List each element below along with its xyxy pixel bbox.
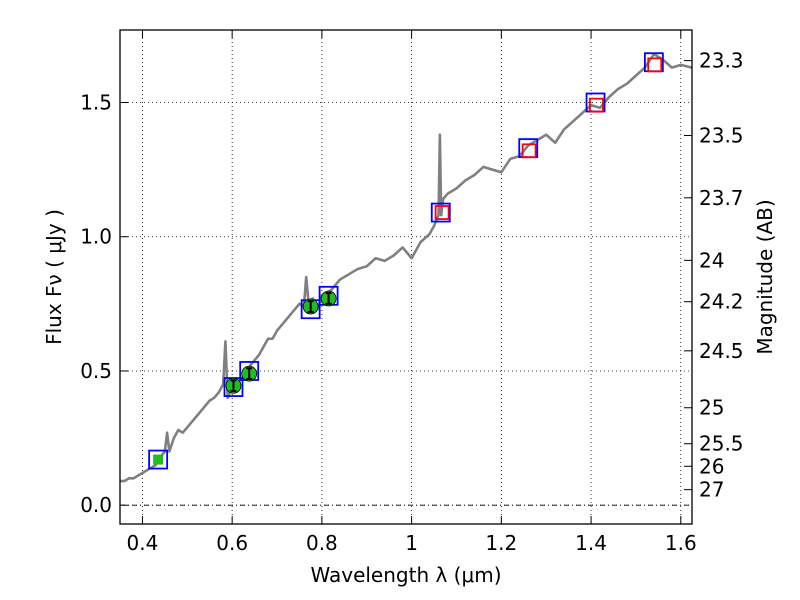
mag-tick-label: 24.2 — [699, 290, 744, 314]
x-tick-label: 0.8 — [306, 531, 338, 555]
x-tick-label: 0.4 — [127, 531, 159, 555]
mag-tick-label: 26 — [699, 454, 724, 478]
mag-tick-label: 25 — [699, 396, 724, 420]
photometry-marks — [148, 52, 664, 470]
mag-tick-label: 25.5 — [699, 432, 744, 456]
model-spectrum-line — [120, 52, 693, 483]
red-square-marker — [521, 143, 537, 159]
red-square-marker — [434, 205, 450, 220]
y-axis-label: Flux Fν ( μJy ) — [42, 209, 66, 345]
axis-ticks: 0.4 0.6 0.8 1 1.2 1.4 1.6 0.0 0.5 1.0 1.5 23.3 23.5 2… — [80, 30, 744, 555]
y-tick-label: 0.0 — [80, 493, 112, 517]
x-tick-label: 1 — [405, 531, 418, 555]
mag-tick-label: 24.5 — [699, 339, 744, 363]
x-tick-label: 0.6 — [216, 531, 248, 555]
green-square-marker — [153, 454, 164, 465]
x-tick-label: 1.4 — [575, 531, 607, 555]
mag-tick-label: 27 — [699, 478, 724, 502]
red-square-marker — [647, 57, 663, 73]
blue-square-marker — [430, 202, 451, 223]
mag-tick-label: 23.5 — [699, 124, 744, 148]
red-square-marker — [589, 97, 604, 113]
y-tick-label: 1.5 — [80, 90, 112, 114]
x-tick-label: 1.2 — [485, 531, 517, 555]
blue-square-marker — [148, 449, 169, 470]
x-axis-label: Wavelength λ (μm) — [310, 563, 501, 587]
plot-frame — [119, 29, 693, 525]
mag-tick-label: 24 — [699, 248, 724, 272]
y2-axis-label: Magnitude (AB) — [753, 199, 777, 354]
mag-tick-label: 23.3 — [699, 49, 744, 73]
x-tick-label: 1.6 — [665, 531, 697, 555]
y-tick-label: 0.5 — [80, 359, 112, 383]
mag-tick-label: 23.7 — [699, 186, 744, 210]
grid-lines — [120, 30, 692, 524]
y-tick-label: 1.0 — [80, 225, 112, 249]
